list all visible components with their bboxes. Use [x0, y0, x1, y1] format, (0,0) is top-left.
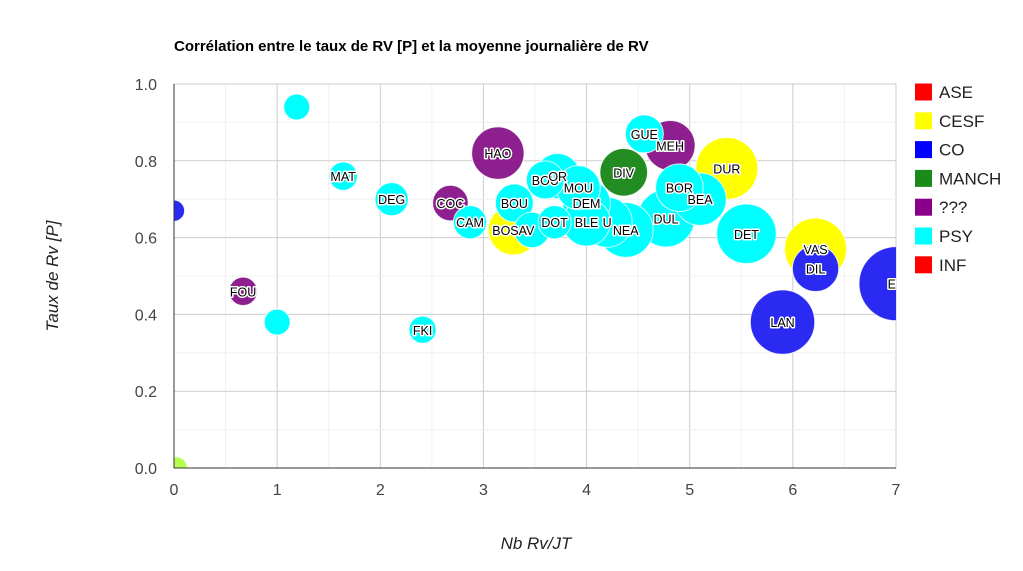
bubble-lan[interactable] [749, 289, 816, 355]
y-tick-label: 1.0 [135, 77, 157, 94]
y-axis-title: Taux de Rv [P] [43, 219, 62, 331]
bubble-unlabeled[interactable] [283, 93, 311, 121]
bubble-label-bor: BOR [666, 182, 693, 196]
bubble-label-dil: DIL [806, 262, 826, 276]
y-tick-label: 0.8 [135, 154, 157, 171]
bubble-det[interactable] [716, 203, 777, 265]
bubble-label-bou: BOU [501, 197, 528, 211]
bubble-dil[interactable] [791, 244, 840, 293]
bubble-hao[interactable] [471, 126, 525, 180]
x-tick-label: 0 [170, 482, 179, 499]
legend-swatch [915, 112, 932, 130]
y-tick-label: 0.2 [135, 384, 157, 401]
bubble-label-fou: FOU [230, 285, 256, 299]
bubble-label-mou: MOU [564, 182, 593, 196]
bubble-label-hao: HAO [484, 147, 511, 161]
x-axis-title: Nb Rv/JT [501, 534, 573, 553]
bubble-unlabeled[interactable] [263, 308, 291, 336]
legend-label: MANCH [939, 169, 1001, 188]
x-tick-label: 3 [479, 482, 488, 499]
bubble-label-dot: DOT [541, 216, 568, 230]
bubble-ev[interactable] [858, 246, 933, 322]
legend-label: CO [939, 141, 965, 160]
legend-label: ??? [939, 198, 967, 217]
y-tick-label: 0.4 [135, 307, 157, 324]
y-tick-label: 0.6 [135, 231, 157, 248]
grid [173, 83, 897, 469]
bubble-labels: MATFOUDEGFKICOCCAMHAOBOUBOSAVBOUORMOUDEM… [228, 126, 905, 339]
bubbles [163, 93, 933, 468]
bubble-label-dul: DUL [653, 212, 678, 226]
legend-swatch [915, 198, 932, 216]
legend-label: PSY [939, 227, 973, 246]
legend-label: INF [939, 256, 966, 275]
bubble-label-bea: BEA [688, 193, 714, 207]
bubble-label-ev: EV [888, 278, 905, 292]
bubble-label-vas: VAS [804, 243, 828, 257]
bubble-unlabeled[interactable] [163, 199, 186, 222]
bubble-fou[interactable] [228, 276, 258, 307]
y-tick-label: 0.0 [135, 461, 157, 478]
bubble-label-bosav: BOSAV [492, 224, 535, 238]
bubble-label-coc: COC [437, 197, 465, 211]
bubble-cam[interactable] [452, 205, 488, 240]
bubble-gue[interactable] [624, 114, 664, 154]
bubble-label-ble: BLE [575, 216, 599, 230]
bubble-label-u: U [603, 216, 612, 230]
legend-swatch [915, 83, 932, 101]
bubble-label-deg: DEG [378, 193, 405, 207]
bubble-bou[interactable] [525, 160, 565, 200]
bubble-mat[interactable] [328, 161, 358, 191]
x-tick-label: 5 [685, 482, 694, 499]
legend-swatch [915, 141, 932, 159]
x-tick-label: 6 [788, 482, 797, 499]
legend-label: CESF [939, 112, 984, 131]
bubble-label-div: DIV [613, 166, 635, 180]
legend-swatch [915, 227, 932, 245]
bubble-label-dur: DUR [713, 162, 740, 176]
legend-label: ASE [939, 83, 973, 102]
bubble-label-cam: CAM [456, 216, 484, 230]
bubble-label-fki: FKI [413, 324, 432, 338]
legend: ASE CESF CO MANCH??? PSY INF [915, 83, 1001, 275]
bubble-bou[interactable] [494, 183, 534, 223]
bubble-deg[interactable] [374, 182, 409, 217]
x-tick-label: 4 [582, 482, 591, 499]
legend-swatch [915, 169, 932, 187]
bubble-label-lan: LAN [770, 316, 794, 330]
bubble-label-det: DET [734, 228, 759, 242]
bubble-dot[interactable] [537, 205, 572, 240]
legend-swatch [915, 256, 932, 274]
bubble-label-bou: BOU [532, 174, 559, 188]
bubble-label-mat: MAT [330, 170, 356, 184]
chart-title: Corrélation entre le taux de RV [P] et l… [174, 38, 649, 55]
x-tick-label: 1 [273, 482, 282, 499]
x-tick-label: 2 [376, 482, 385, 499]
bubble-label-nea: NEA [613, 224, 639, 238]
bubble-label-gue: GUE [631, 128, 658, 142]
bubble-label-or: OR [548, 170, 567, 184]
x-tick-label: 7 [892, 482, 901, 499]
bubble-bor[interactable] [655, 163, 704, 212]
bubble-label-meh: MEH [656, 139, 684, 153]
bubble-div[interactable] [599, 148, 649, 197]
bubble-fki[interactable] [408, 315, 437, 344]
bubble-label-dem: DEM [573, 197, 601, 211]
axes: 0 1 2 3 4 5 6 7 0.0 0.2 0.4 0.6 0.8 1.0 [135, 77, 901, 499]
